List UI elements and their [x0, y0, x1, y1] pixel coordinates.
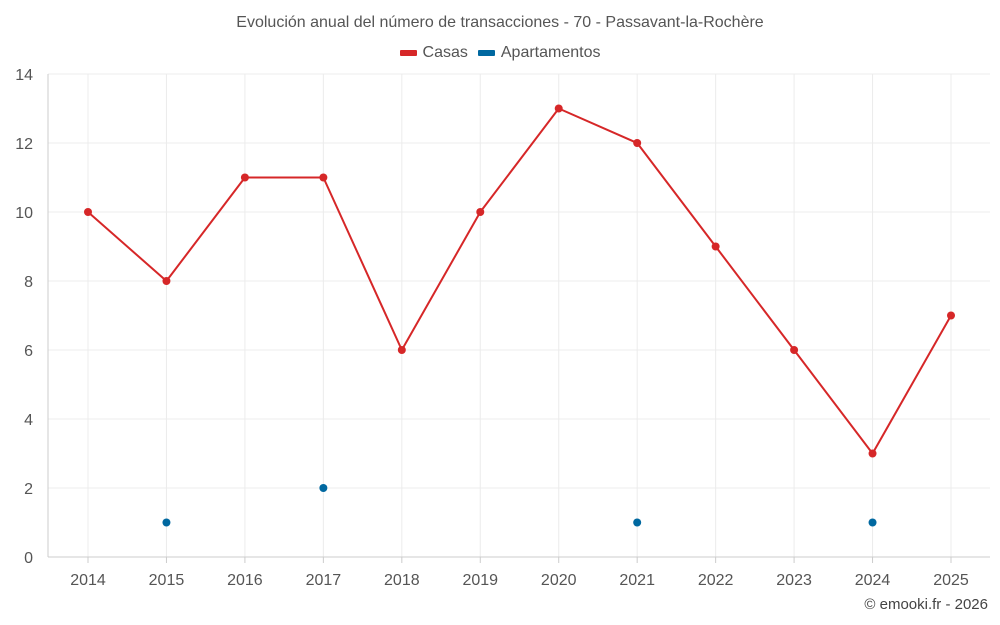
series-line-casas [87, 107, 952, 455]
legend-label-casas: Casas [422, 44, 468, 61]
y-tick-label: 14 [15, 67, 33, 84]
data-point-casas [868, 449, 877, 458]
legend-swatch-apartamentos [477, 50, 495, 56]
data-point-apartamentos [162, 518, 171, 527]
data-point-apartamentos [868, 518, 877, 527]
x-tick-label: 2024 [855, 572, 891, 589]
y-tick-label: 4 [24, 412, 33, 429]
data-point-casas [711, 242, 720, 251]
legend-item-casas[interactable]: Casas [399, 44, 468, 62]
legend-label-apartamentos: Apartamentos [500, 44, 601, 61]
data-point-apartamentos [633, 518, 642, 527]
data-point-casas [84, 208, 92, 216]
data-point-casas [476, 208, 485, 216]
y-tick-label: 2 [24, 481, 33, 498]
y-tick-label: 0 [24, 550, 33, 567]
data-point-casas [947, 311, 955, 320]
x-tick-label: 2022 [698, 572, 734, 589]
x-tick-label: 2025 [933, 572, 969, 589]
y-tick-label: 12 [15, 136, 33, 153]
x-tick-label: 2018 [384, 572, 420, 589]
x-tick-label: 2021 [619, 572, 655, 589]
y-tick-label: 8 [24, 274, 33, 291]
chart-title: Evolución anual del número de transaccio… [236, 14, 764, 31]
x-tick-label: 2014 [70, 572, 106, 589]
x-tick-label: 2023 [776, 572, 812, 589]
x-tick-label: 2016 [227, 572, 263, 589]
data-point-casas [240, 173, 249, 182]
y-tick-label: 10 [15, 205, 33, 222]
y-tick-label: 6 [24, 343, 33, 360]
legend-item-apartamentos[interactable]: Apartamentos [477, 44, 601, 62]
data-point-casas [554, 104, 563, 113]
chart-legend: Casas Apartamentos [0, 44, 1000, 62]
data-point-casas [162, 277, 171, 285]
legend-swatch-casas [399, 50, 417, 56]
data-point-casas [319, 173, 328, 182]
data-point-casas [633, 139, 642, 147]
data-point-casas [790, 346, 799, 354]
x-tick-label: 2020 [541, 572, 577, 589]
credit-text: © emooki.fr - 2026 [864, 596, 988, 613]
x-tick-label: 2017 [306, 572, 342, 589]
data-point-casas [397, 346, 406, 354]
data-point-apartamentos [319, 484, 328, 492]
x-tick-label: 2019 [462, 572, 498, 589]
x-tick-label: 2015 [149, 572, 185, 589]
